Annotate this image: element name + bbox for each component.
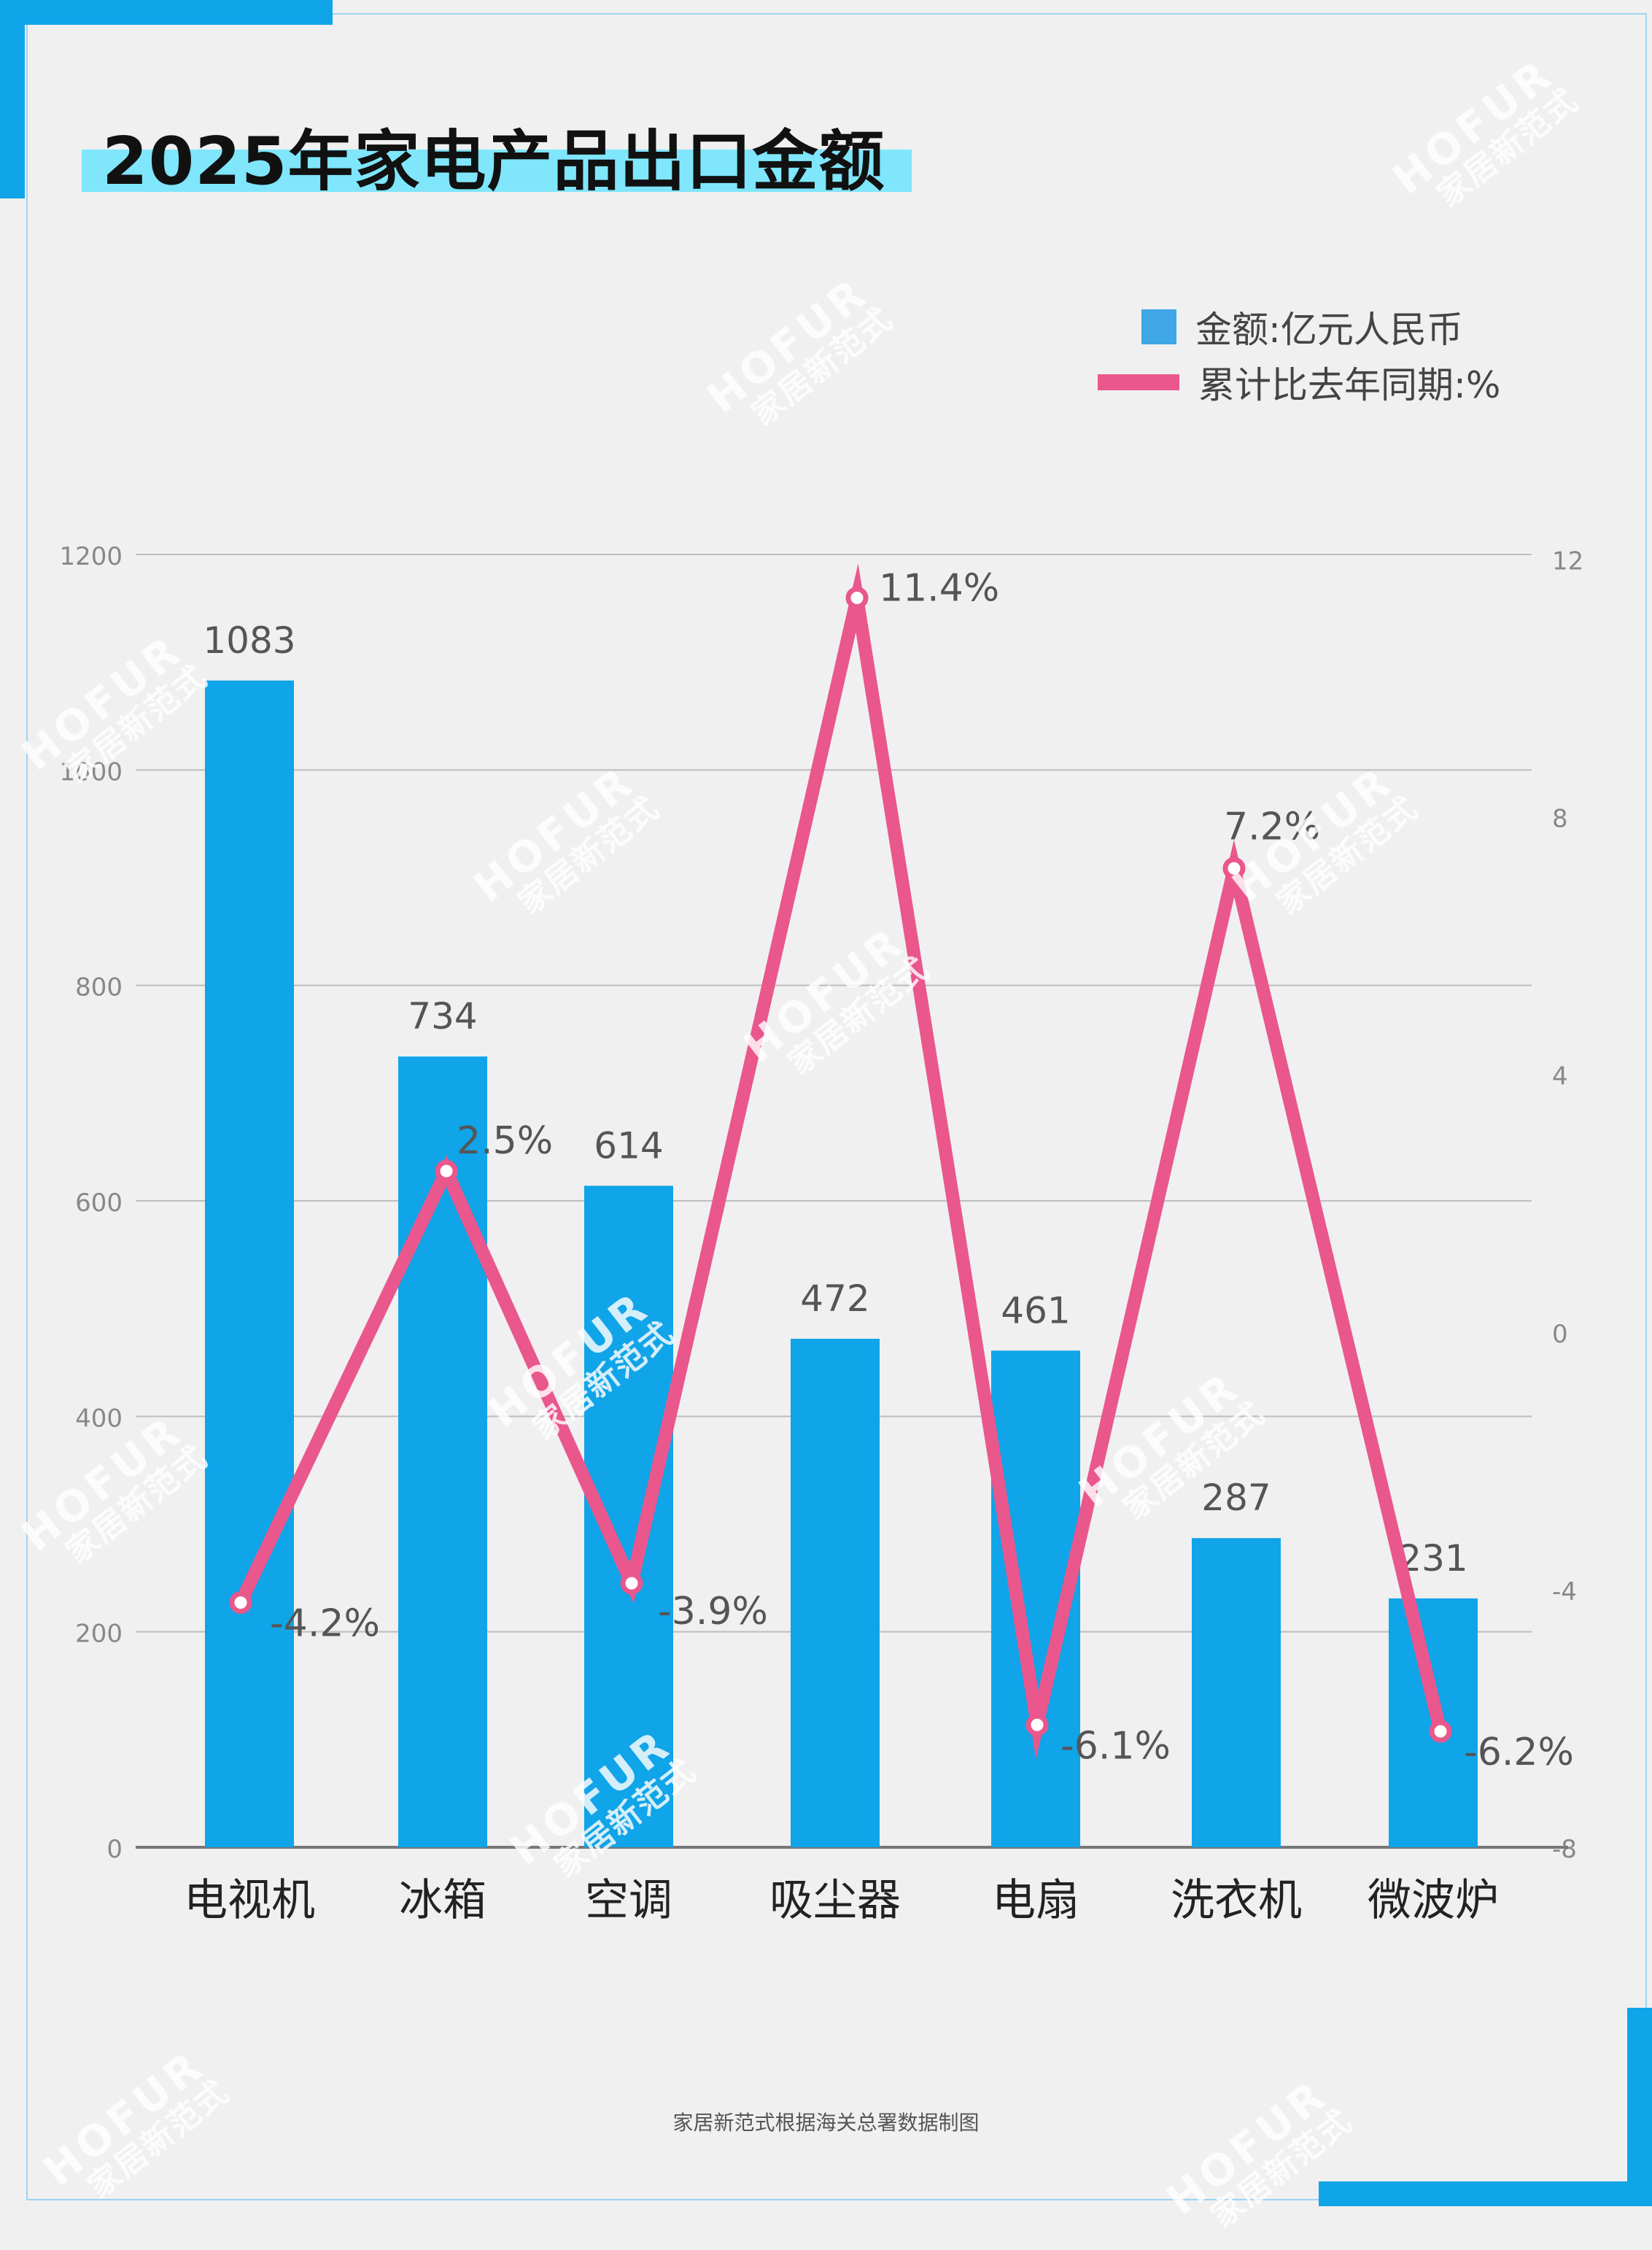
legend: 金额:亿元人民币 累计比去年同期:% bbox=[1098, 299, 1500, 410]
corner-accent-right bbox=[1627, 2008, 1652, 2206]
page-title: 2025年家电产品出口金额 bbox=[102, 123, 885, 200]
y-right-tick-label: 4 bbox=[1552, 1062, 1568, 1091]
x-category-label: 微波炉 bbox=[1368, 1875, 1499, 1926]
bar bbox=[791, 1339, 880, 1847]
line-value-label: -6.2% bbox=[1464, 1731, 1574, 1774]
title-highlight bbox=[82, 150, 912, 192]
y-left-tick-label: 1000 bbox=[59, 757, 123, 786]
bar-value-label: 231 bbox=[1398, 1537, 1467, 1580]
legend-line-label: 累计比去年同期:% bbox=[1198, 364, 1501, 406]
legend-item-line: 累计比去年同期:% bbox=[1098, 355, 1500, 410]
y-right-tick-label: 8 bbox=[1552, 805, 1568, 834]
line-value-label: 2.5% bbox=[457, 1119, 553, 1163]
y-left-tick-label: 200 bbox=[75, 1620, 123, 1649]
legend-item-bar: 金额:亿元人民币 bbox=[1098, 299, 1500, 355]
line-point bbox=[229, 1591, 252, 1615]
y-right-tick-label: -4 bbox=[1552, 1577, 1577, 1607]
bar-value-label: 614 bbox=[594, 1124, 663, 1167]
source-note: 家居新范式根据海关总署数据制图 bbox=[672, 2111, 980, 2135]
line-point bbox=[620, 1571, 643, 1595]
corner-accent-bottom-right bbox=[1319, 2181, 1652, 2206]
legend-bar-label: 金额:亿元人民币 bbox=[1195, 309, 1463, 351]
corner-accent-top-left bbox=[0, 0, 333, 25]
y-right-tick-label: 0 bbox=[1552, 1320, 1568, 1349]
line-value-label: -3.9% bbox=[658, 1590, 768, 1634]
y-left-tick-label: 600 bbox=[75, 1188, 123, 1218]
frame-border bbox=[26, 13, 1647, 2200]
line-point bbox=[1429, 1720, 1452, 1743]
y-right-tick-label: -8 bbox=[1552, 1835, 1577, 1864]
line-point bbox=[1222, 857, 1246, 880]
bar-value-label: 734 bbox=[408, 995, 477, 1037]
corner-accent-left bbox=[0, 0, 25, 198]
line-value-label: -4.2% bbox=[270, 1602, 380, 1646]
legend-line-swatch bbox=[1098, 374, 1179, 390]
line-value-label: 7.2% bbox=[1224, 805, 1320, 848]
y-right-tick-label: 12 bbox=[1552, 547, 1583, 576]
x-category-label: 空调 bbox=[585, 1875, 672, 1926]
y-left-tick-label: 400 bbox=[75, 1404, 123, 1433]
x-category-label: 冰箱 bbox=[399, 1875, 486, 1926]
bar-value-label: 1083 bbox=[203, 619, 295, 662]
bar-value-label: 287 bbox=[1201, 1477, 1271, 1519]
bar-value-label: 461 bbox=[1001, 1289, 1070, 1331]
line-point bbox=[1025, 1713, 1049, 1736]
legend-bar-swatch bbox=[1141, 309, 1176, 344]
y-left-tick-label: 0 bbox=[106, 1835, 123, 1864]
line-point bbox=[435, 1159, 458, 1183]
line-value-label: 11.4% bbox=[879, 567, 999, 611]
x-category-label: 电视机 bbox=[184, 1875, 315, 1926]
bar bbox=[1192, 1538, 1281, 1847]
bar bbox=[205, 680, 294, 1847]
x-category-label: 电扇 bbox=[992, 1875, 1079, 1926]
line-point bbox=[845, 587, 869, 610]
x-category-label: 吸尘器 bbox=[769, 1875, 901, 1926]
bar-value-label: 472 bbox=[800, 1277, 869, 1320]
y-left-tick-label: 1200 bbox=[59, 542, 123, 571]
x-category-label: 洗衣机 bbox=[1171, 1875, 1302, 1926]
line-value-label: -6.1% bbox=[1060, 1724, 1171, 1768]
y-left-tick-label: 800 bbox=[75, 973, 123, 1002]
